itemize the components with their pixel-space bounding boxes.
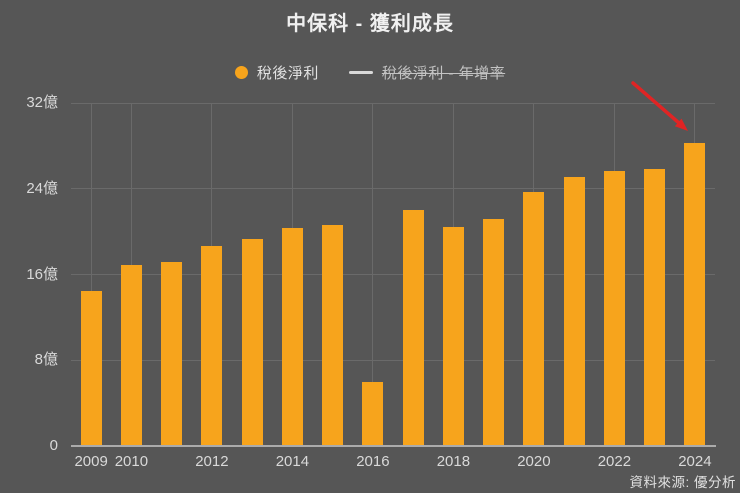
y-axis-label-16: 16億	[26, 265, 58, 283]
legend-item-net-profit[interactable]: 稅後淨利	[234, 62, 319, 83]
bar-2013[interactable]	[241, 239, 263, 446]
bar-2015[interactable]	[322, 225, 344, 446]
x-axis-label-2009: 2009	[74, 453, 108, 470]
x-axis-label-2018: 2018	[436, 453, 471, 470]
bar-2011[interactable]	[161, 261, 183, 446]
bar-2024[interactable]	[684, 142, 706, 446]
bar-2023[interactable]	[644, 169, 666, 446]
y-axis-label-0: 0	[49, 437, 58, 454]
y-gridline-24	[71, 188, 715, 190]
legend-item-yoy-growth[interactable]: 稅後淨利 - 年增率	[348, 62, 506, 83]
x-axis-label-2016: 2016	[356, 453, 390, 470]
bar-2016[interactable]	[362, 381, 384, 446]
x-axis-line	[71, 445, 716, 447]
y-gridline-32	[71, 102, 715, 104]
line-marker-icon	[348, 70, 373, 74]
x-axis-label-2012: 2012	[195, 453, 229, 470]
x-axis-label-2010: 2010	[114, 453, 149, 470]
y-axis-label-8: 8億	[34, 351, 58, 369]
legend-label-yoy-growth: 稅後淨利 - 年增率	[381, 64, 506, 82]
x-gridline-2016	[372, 103, 374, 446]
bar-2009[interactable]	[80, 290, 102, 446]
y-axis-label-32: 32億	[26, 94, 58, 111]
x-axis-label-2014: 2014	[275, 453, 310, 470]
chart-title: 中保科 - 獲利成長	[286, 13, 454, 35]
legend-label-net-profit: 稅後淨利	[256, 64, 319, 82]
x-axis-label-2022: 2022	[597, 453, 632, 470]
bar-2022[interactable]	[603, 170, 625, 446]
legend: 稅後淨利 稅後淨利 - 年增率	[0, 61, 740, 83]
y-gridline-8	[71, 359, 715, 361]
bar-2020[interactable]	[523, 191, 545, 446]
bar-2014[interactable]	[281, 228, 303, 446]
bar-2017[interactable]	[402, 210, 424, 446]
bar-2018[interactable]	[442, 227, 464, 446]
annotation-arrow-icon	[631, 81, 688, 131]
x-gridline-2009	[90, 103, 92, 446]
bar-2021[interactable]	[563, 176, 585, 446]
source-note: 資料來源: 優分析	[629, 475, 736, 490]
bar-2019[interactable]	[483, 218, 505, 446]
plot-area	[71, 102, 715, 446]
circle-marker-icon	[234, 65, 248, 79]
x-axis-label-2024: 2024	[678, 453, 712, 470]
bar-2012[interactable]	[201, 245, 223, 446]
y-gridline-16	[71, 274, 715, 275]
bar-2010[interactable]	[120, 264, 142, 446]
x-axis-label-2020: 2020	[517, 453, 551, 470]
y-axis-label-24: 24億	[26, 179, 58, 197]
